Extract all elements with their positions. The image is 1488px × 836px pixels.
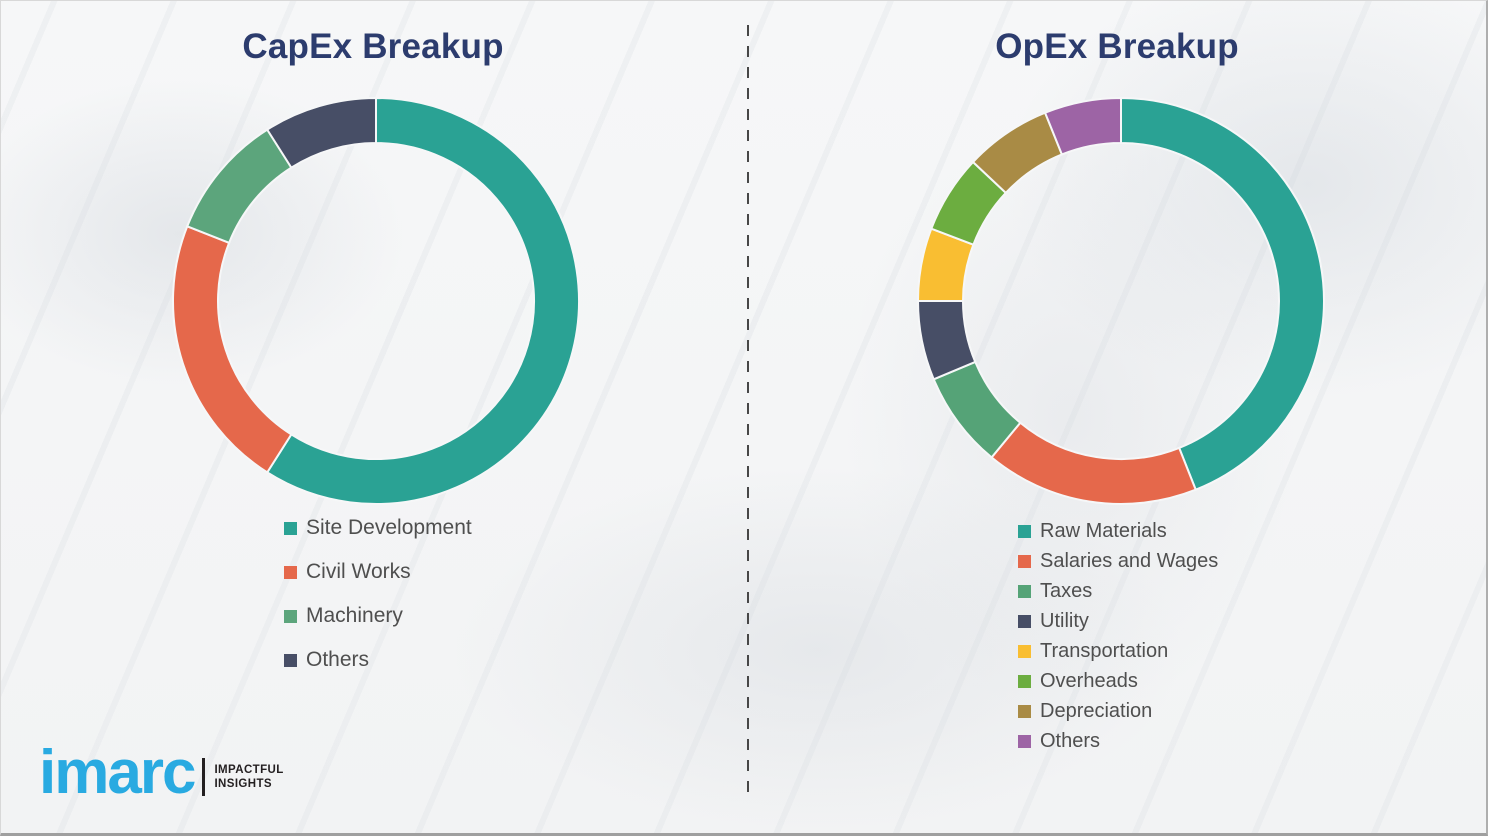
legend-swatch [284, 565, 297, 579]
imarc-logo-text: imarc [39, 738, 196, 808]
imarc-tagline-line1: IMPACTFUL [214, 763, 284, 776]
logo-divider-bar [202, 758, 206, 796]
imarc-logo: imarc IMPACTFUL INSIGHTS [39, 734, 284, 806]
donut-segment-others [265, 96, 377, 169]
legend-label: Raw Materials [1040, 519, 1167, 542]
legend-item: Site Development [284, 515, 472, 541]
legend-swatch [1018, 704, 1031, 718]
donut-segment-salaries-and-wages [990, 421, 1198, 505]
donut-segment-others [1043, 96, 1122, 156]
donut-segment-machinery [185, 128, 293, 245]
legend-item: Others [284, 647, 472, 673]
capex-panel: CapEx Breakup Site Development Civil Work… [1, 1, 745, 833]
legend-label: Overheads [1040, 669, 1138, 692]
legend-swatch [284, 609, 297, 623]
legend-item: Transportation [1018, 638, 1218, 664]
legend-label: Salaries and Wages [1040, 549, 1219, 572]
legend-item: Utility [1018, 608, 1218, 634]
legend-swatch [1018, 584, 1031, 598]
legend-swatch [1018, 674, 1031, 688]
legend-label: Others [306, 648, 370, 671]
legend-label: Machinery [306, 604, 403, 627]
legend-swatch [284, 521, 297, 535]
opex-title: OpEx Breakup [995, 27, 1239, 66]
legend-item: Machinery [284, 603, 472, 629]
legend-label: Utility [1040, 609, 1089, 632]
imarc-tagline-line2: INSIGHTS [214, 778, 272, 790]
legend-label: Depreciation [1040, 699, 1153, 722]
opex-legend: Raw Materials Salaries and Wages Taxes Util… [1018, 518, 1218, 758]
opex-donut-chart [916, 96, 1325, 505]
donut-segment-civil-works [172, 224, 293, 474]
legend-swatch [1018, 734, 1031, 748]
legend-swatch [284, 653, 297, 667]
donut-segment-site-development [265, 96, 580, 505]
legend-item: Overheads [1018, 668, 1218, 694]
legend-item: Others [1018, 728, 1218, 754]
legend-item: Depreciation [1018, 698, 1218, 724]
vertical-dashed-divider [747, 25, 749, 795]
legend-item: Raw Materials [1018, 518, 1218, 544]
legend-label: Transportation [1040, 639, 1169, 662]
imarc-tagline: IMPACTFUL INSIGHTS [214, 763, 283, 792]
opex-panel: OpEx Breakup Raw Materials Salaries and W… [745, 1, 1486, 833]
legend-label: Taxes [1040, 579, 1093, 602]
legend-swatch [1018, 524, 1031, 538]
donut-segment-raw-materials [1120, 96, 1325, 492]
legend-label: Others [1040, 729, 1101, 752]
legend-item: Taxes [1018, 578, 1218, 604]
legend-swatch [1018, 644, 1031, 658]
capex-legend: Site Development Civil Works Machinery Othe… [284, 515, 472, 691]
legend-label: Civil Works [306, 560, 411, 583]
capex-donut-chart [172, 96, 580, 505]
capex-title: CapEx Breakup [242, 27, 504, 66]
legend-swatch [1018, 554, 1031, 568]
legend-item: Salaries and Wages [1018, 548, 1218, 574]
legend-label: Site Development [306, 516, 472, 539]
legend-swatch [1018, 614, 1031, 628]
legend-item: Civil Works [284, 559, 472, 585]
